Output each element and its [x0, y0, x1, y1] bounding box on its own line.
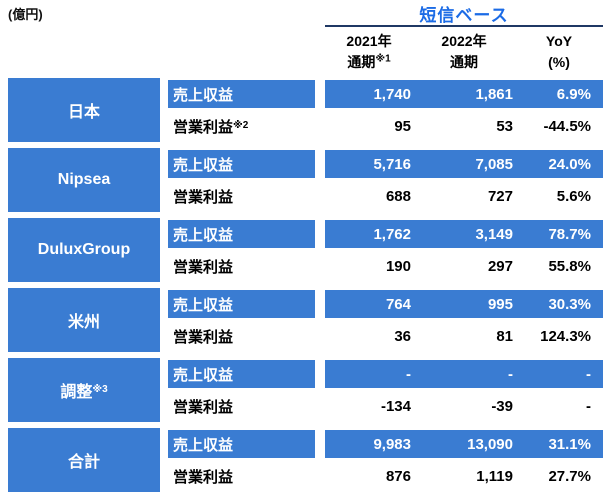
profit-label-cell: 営業利益 [173, 328, 234, 346]
segment-group-duluxgroup: DuluxGroup 売上収益 1,762 3,149 78.7% 営業利益 1… [8, 218, 603, 282]
revenue-label-cell: 売上収益 [168, 78, 315, 110]
segment-name-cell: Nipsea [8, 148, 160, 212]
segment-name: 米州 [67, 314, 100, 331]
value-cell-2021: -134 [380, 397, 411, 415]
value-cell-2021: 9,983 [373, 435, 411, 453]
revenue-values: 1,740 1,861 6.9% [325, 78, 603, 110]
value-cell-2022: 1,861 [475, 85, 513, 103]
value-cell-2022: 7,085 [475, 155, 513, 173]
revenue-label-cell: 売上収益 [168, 148, 315, 180]
profit-values: 36 81 124.3% [325, 320, 603, 352]
revenue-row: 売上収益 1,762 3,149 78.7% [168, 218, 603, 250]
value-cell-2022: 727 [487, 187, 513, 205]
column-headers: 2021年 通期※1 2022年 通期 YoY (%) [325, 31, 603, 73]
profit-row: 営業利益 688 727 5.6% [168, 180, 603, 212]
revenue-row: 売上収益 - - - [168, 358, 603, 390]
value-cell-2021: - [406, 365, 411, 383]
header-title: 短信ベース [419, 6, 509, 25]
segment-group-nipsea: Nipsea 売上収益 5,716 7,085 24.0% 営業利益 688 7… [8, 148, 603, 212]
revenue-values: 5,716 7,085 24.0% [325, 148, 603, 180]
profit-label-cell: 営業利益 [173, 468, 234, 486]
table-header: (億円) 短信ベース 2021年 通期※1 2022年 通期 YoY (%) [0, 0, 605, 78]
value-cell-2022: 297 [487, 257, 513, 275]
revenue-row: 売上収益 764 995 30.3% [168, 288, 603, 320]
value-cell-2021: 1,762 [373, 225, 411, 243]
value-cell-2021: 764 [385, 295, 411, 313]
value-cell-yoy: 124.3% [540, 327, 591, 345]
profit-values: 876 1,119 27.7% [325, 460, 603, 492]
segment-group-adjustments: 調整 ※3 売上収益 - - - 営業利益 -134 -39 - [8, 358, 603, 422]
segment-name-cell: 日本 [8, 78, 160, 142]
profit-row: 営業利益 ※2 95 53 -44.5% [168, 110, 603, 142]
value-cell-yoy: 30.3% [548, 295, 591, 313]
value-cell-yoy: 55.8% [548, 257, 591, 275]
segment-name: 合計 [67, 454, 100, 471]
profit-row: 営業利益 -134 -39 - [168, 390, 603, 422]
value-cell-2022: 13,090 [467, 435, 513, 453]
segment-group-japan: 日本 売上収益 1,740 1,861 6.9% 営業利益 ※2 95 53 -4… [8, 78, 603, 142]
value-cell-2022: 81 [496, 327, 513, 345]
value-cell-yoy: -44.5% [543, 117, 591, 135]
value-cell-2021: 36 [394, 327, 411, 345]
header-underline [325, 25, 603, 27]
value-cell-2022: 53 [496, 117, 513, 135]
value-cell-2022: - [508, 365, 513, 383]
segment-name: 日本 [67, 104, 100, 121]
profit-values: -134 -39 - [325, 390, 603, 422]
revenue-label-cell: 売上収益 [168, 218, 315, 250]
revenue-values: - - - [325, 358, 603, 390]
value-cell-2021: 95 [394, 117, 411, 135]
profit-values: 190 297 55.8% [325, 250, 603, 282]
revenue-label-cell: 売上収益 [168, 358, 315, 390]
value-cell-2021: 876 [385, 467, 411, 485]
profit-row: 営業利益 876 1,119 27.7% [168, 460, 603, 492]
value-cell-yoy: 31.1% [548, 435, 591, 453]
segment-group-americas: 米州 売上収益 764 995 30.3% 営業利益 36 81 124.3% [8, 288, 603, 352]
segment-groups: 日本 売上収益 1,740 1,861 6.9% 営業利益 ※2 95 53 -4… [8, 78, 603, 498]
value-cell-2022: -39 [491, 397, 513, 415]
profit-label-cell: 営業利益 [173, 258, 234, 276]
value-cell-yoy: - [586, 397, 591, 415]
value-cell-2021: 190 [385, 257, 411, 275]
value-cell-2022: 995 [487, 295, 513, 313]
value-cell-yoy: 78.7% [548, 225, 591, 243]
revenue-row: 売上収益 1,740 1,861 6.9% [168, 78, 603, 110]
value-cell-2021: 1,740 [373, 85, 411, 103]
value-cell-yoy: 27.7% [548, 467, 591, 485]
revenue-values: 9,983 13,090 31.1% [325, 428, 603, 460]
segment-name: DuluxGroup [37, 241, 131, 258]
segment-name-cell: 米州 [8, 288, 160, 352]
value-cell-2021: 5,716 [373, 155, 411, 173]
segment-name: Nipsea [57, 171, 111, 188]
unit-label: (億円) [8, 7, 43, 22]
segment-name-cell: 合計 [8, 428, 160, 492]
profit-label-cell: 営業利益 ※2 [173, 118, 249, 136]
segment-name-cell: 調整 ※3 [8, 358, 160, 422]
segment-name: 調整 [60, 384, 93, 401]
value-cell-2021: 688 [385, 187, 411, 205]
column-header-yoy: YoY (%) [545, 33, 573, 70]
profit-label-cell: 営業利益 [173, 188, 234, 206]
profit-label-cell: 営業利益 [173, 398, 234, 416]
revenue-values: 764 995 30.3% [325, 288, 603, 320]
column-header-2022: 2022年 通期 [441, 33, 487, 70]
revenue-row: 売上収益 5,716 7,085 24.0% [168, 148, 603, 180]
value-cell-yoy: 24.0% [548, 155, 591, 173]
column-header-2021: 2021年 通期※1 [346, 33, 392, 70]
revenue-label-cell: 売上収益 [168, 288, 315, 320]
profit-row: 営業利益 190 297 55.8% [168, 250, 603, 282]
segment-name-cell: DuluxGroup [8, 218, 160, 282]
value-cell-2022: 3,149 [475, 225, 513, 243]
profit-values: 688 727 5.6% [325, 180, 603, 212]
value-cell-yoy: 5.6% [556, 187, 591, 205]
value-cell-yoy: 6.9% [556, 85, 591, 103]
profit-row: 営業利益 36 81 124.3% [168, 320, 603, 352]
revenue-values: 1,762 3,149 78.7% [325, 218, 603, 250]
value-cell-yoy: - [586, 365, 591, 383]
revenue-label-cell: 売上収益 [168, 428, 315, 460]
value-cell-2022: 1,119 [476, 467, 513, 485]
revenue-row: 売上収益 9,983 13,090 31.1% [168, 428, 603, 460]
profit-values: 95 53 -44.5% [325, 110, 603, 142]
segment-group-total: 合計 売上収益 9,983 13,090 31.1% 営業利益 876 1,11… [8, 428, 603, 492]
